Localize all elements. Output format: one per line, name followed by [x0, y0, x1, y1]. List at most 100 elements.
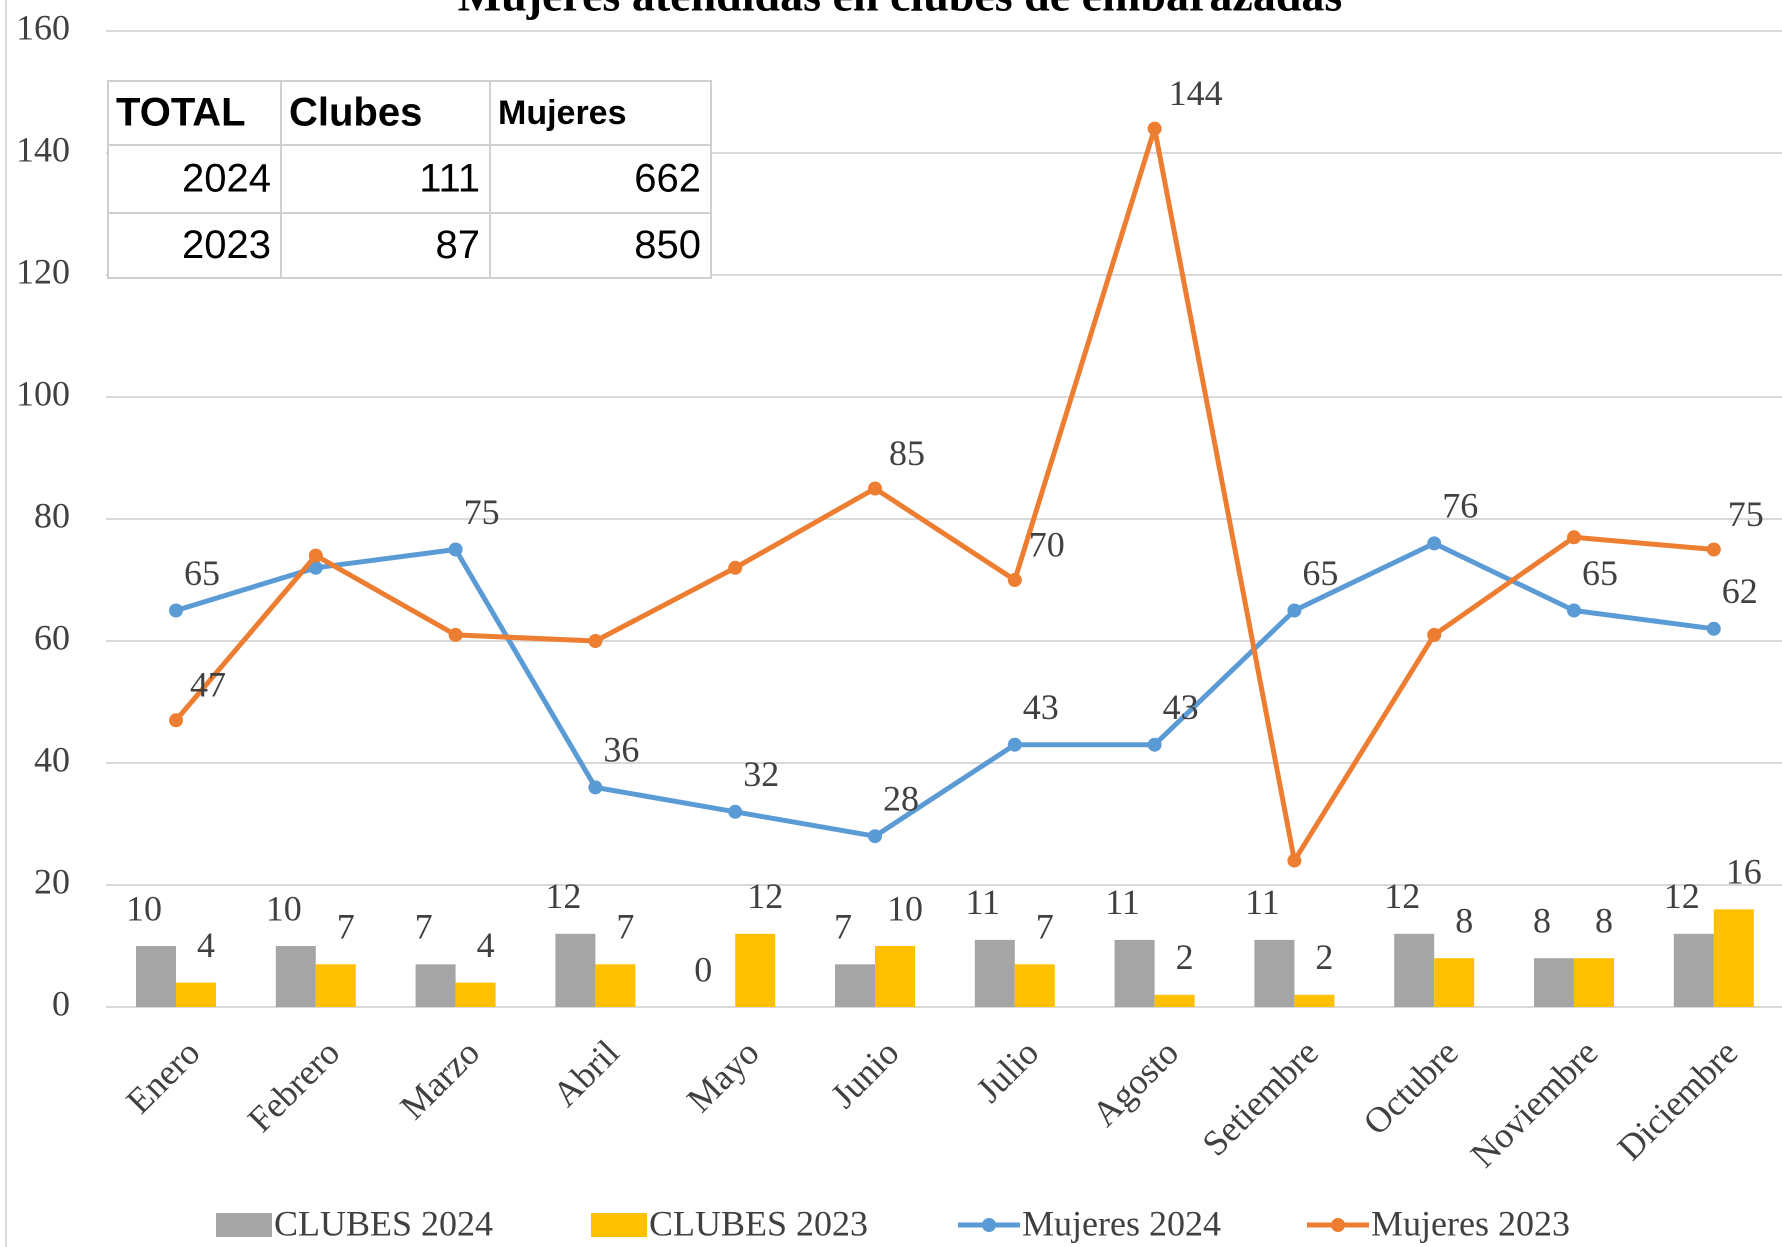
data-label: 12 — [747, 876, 783, 916]
line-point — [1287, 603, 1302, 618]
line-point — [1706, 621, 1721, 636]
data-label: 2 — [1315, 937, 1333, 977]
table-cell: 850 — [634, 223, 701, 267]
table-cell: 2024 — [182, 157, 271, 201]
bar — [136, 946, 176, 1007]
table-cell: 87 — [436, 223, 481, 267]
data-label: 4 — [197, 925, 215, 965]
legend-swatch — [216, 1213, 272, 1237]
line-point — [308, 548, 323, 563]
table-header: TOTAL — [116, 91, 246, 135]
data-label: 43 — [1023, 687, 1059, 727]
data-label: 75 — [1728, 494, 1764, 534]
bar — [1574, 958, 1614, 1007]
bar — [1534, 958, 1574, 1007]
line-point — [1427, 627, 1442, 642]
data-label: 4 — [477, 925, 495, 965]
data-label: 85 — [889, 433, 925, 473]
bar — [735, 933, 776, 1007]
data-label: 36 — [603, 730, 639, 770]
data-label: 11 — [965, 882, 1000, 922]
y-tick-label: 160 — [16, 7, 70, 47]
legend-label: Mujeres 2024 — [1022, 1203, 1221, 1243]
data-label: 10 — [266, 888, 302, 928]
table-header: Mujeres — [498, 94, 627, 132]
data-label: 0 — [694, 949, 712, 989]
bar — [415, 964, 456, 1007]
data-label: 7 — [415, 907, 433, 947]
line-point — [1287, 853, 1302, 868]
legend-swatch — [982, 1218, 996, 1232]
bar — [315, 964, 356, 1007]
data-label: 10 — [887, 888, 923, 928]
line-point — [1427, 536, 1442, 551]
bar — [974, 939, 1015, 1007]
data-label: 65 — [1302, 553, 1338, 593]
bar — [835, 964, 875, 1007]
line-point — [308, 560, 323, 575]
y-tick-label: 20 — [34, 861, 70, 901]
bar — [1294, 994, 1335, 1007]
bar — [1394, 933, 1435, 1007]
bar — [1114, 939, 1155, 1007]
line-point — [588, 634, 603, 648]
data-label: 16 — [1726, 852, 1762, 892]
data-label: 8 — [1533, 900, 1551, 940]
line-point — [1147, 121, 1162, 136]
data-label: 2 — [1176, 937, 1194, 977]
table-header: Clubes — [289, 91, 422, 135]
data-label: 10 — [126, 888, 162, 928]
y-tick-label: 120 — [16, 251, 70, 291]
line — [174, 126, 1715, 864]
data-label: 28 — [883, 778, 919, 818]
line-point — [1567, 603, 1581, 618]
line-point — [868, 481, 882, 496]
table-bg — [107, 80, 712, 279]
y-tick-label: 40 — [34, 739, 70, 779]
line-point — [448, 627, 463, 642]
summary-table: TOTAL Clubes Mujeres 2024 111 662 2023 87 850 — [107, 80, 712, 279]
legend-swatch — [1331, 1218, 1345, 1232]
data-label: 11 — [1105, 882, 1140, 922]
y-tick-label: 140 — [16, 129, 70, 169]
bar — [1014, 964, 1055, 1007]
line-point — [1706, 542, 1721, 557]
data-label: 7 — [1036, 907, 1054, 947]
line-point — [169, 713, 183, 728]
bar — [1434, 958, 1475, 1007]
table-cell: 662 — [634, 157, 701, 201]
chart-title: Mujeres atendidas en clubes de embarazad… — [458, 0, 1343, 21]
line — [175, 540, 1715, 839]
y-tick-label: 60 — [34, 617, 70, 657]
bar — [1254, 939, 1295, 1007]
data-label: 62 — [1722, 571, 1758, 611]
line-point — [1567, 530, 1581, 545]
line-point — [728, 560, 743, 575]
data-label: 7 — [337, 907, 355, 947]
data-label: 65 — [184, 553, 220, 593]
y-tick-label: 100 — [16, 373, 70, 413]
line-point — [868, 829, 882, 844]
bar — [176, 982, 216, 1007]
data-label: 12 — [545, 876, 581, 916]
data-label: 75 — [464, 492, 500, 532]
table-cell: 2023 — [182, 223, 271, 267]
bar — [595, 964, 636, 1007]
y-tick-label: 80 — [34, 495, 70, 535]
line-point — [588, 780, 603, 795]
line-point — [169, 603, 183, 618]
data-label: 76 — [1442, 486, 1478, 526]
legend-label: CLUBES 2024 — [274, 1203, 493, 1243]
table-cell: 111 — [419, 157, 480, 201]
data-label: 43 — [1163, 687, 1199, 727]
bar — [555, 933, 596, 1007]
legend-label: Mujeres 2023 — [1371, 1203, 1570, 1243]
data-label: 12 — [1384, 876, 1420, 916]
data-label: 7 — [616, 907, 634, 947]
data-label: 11 — [1245, 882, 1280, 922]
line-point — [1007, 737, 1022, 752]
data-label: 7 — [834, 907, 852, 947]
bar — [275, 946, 316, 1007]
data-label: 47 — [190, 665, 226, 705]
